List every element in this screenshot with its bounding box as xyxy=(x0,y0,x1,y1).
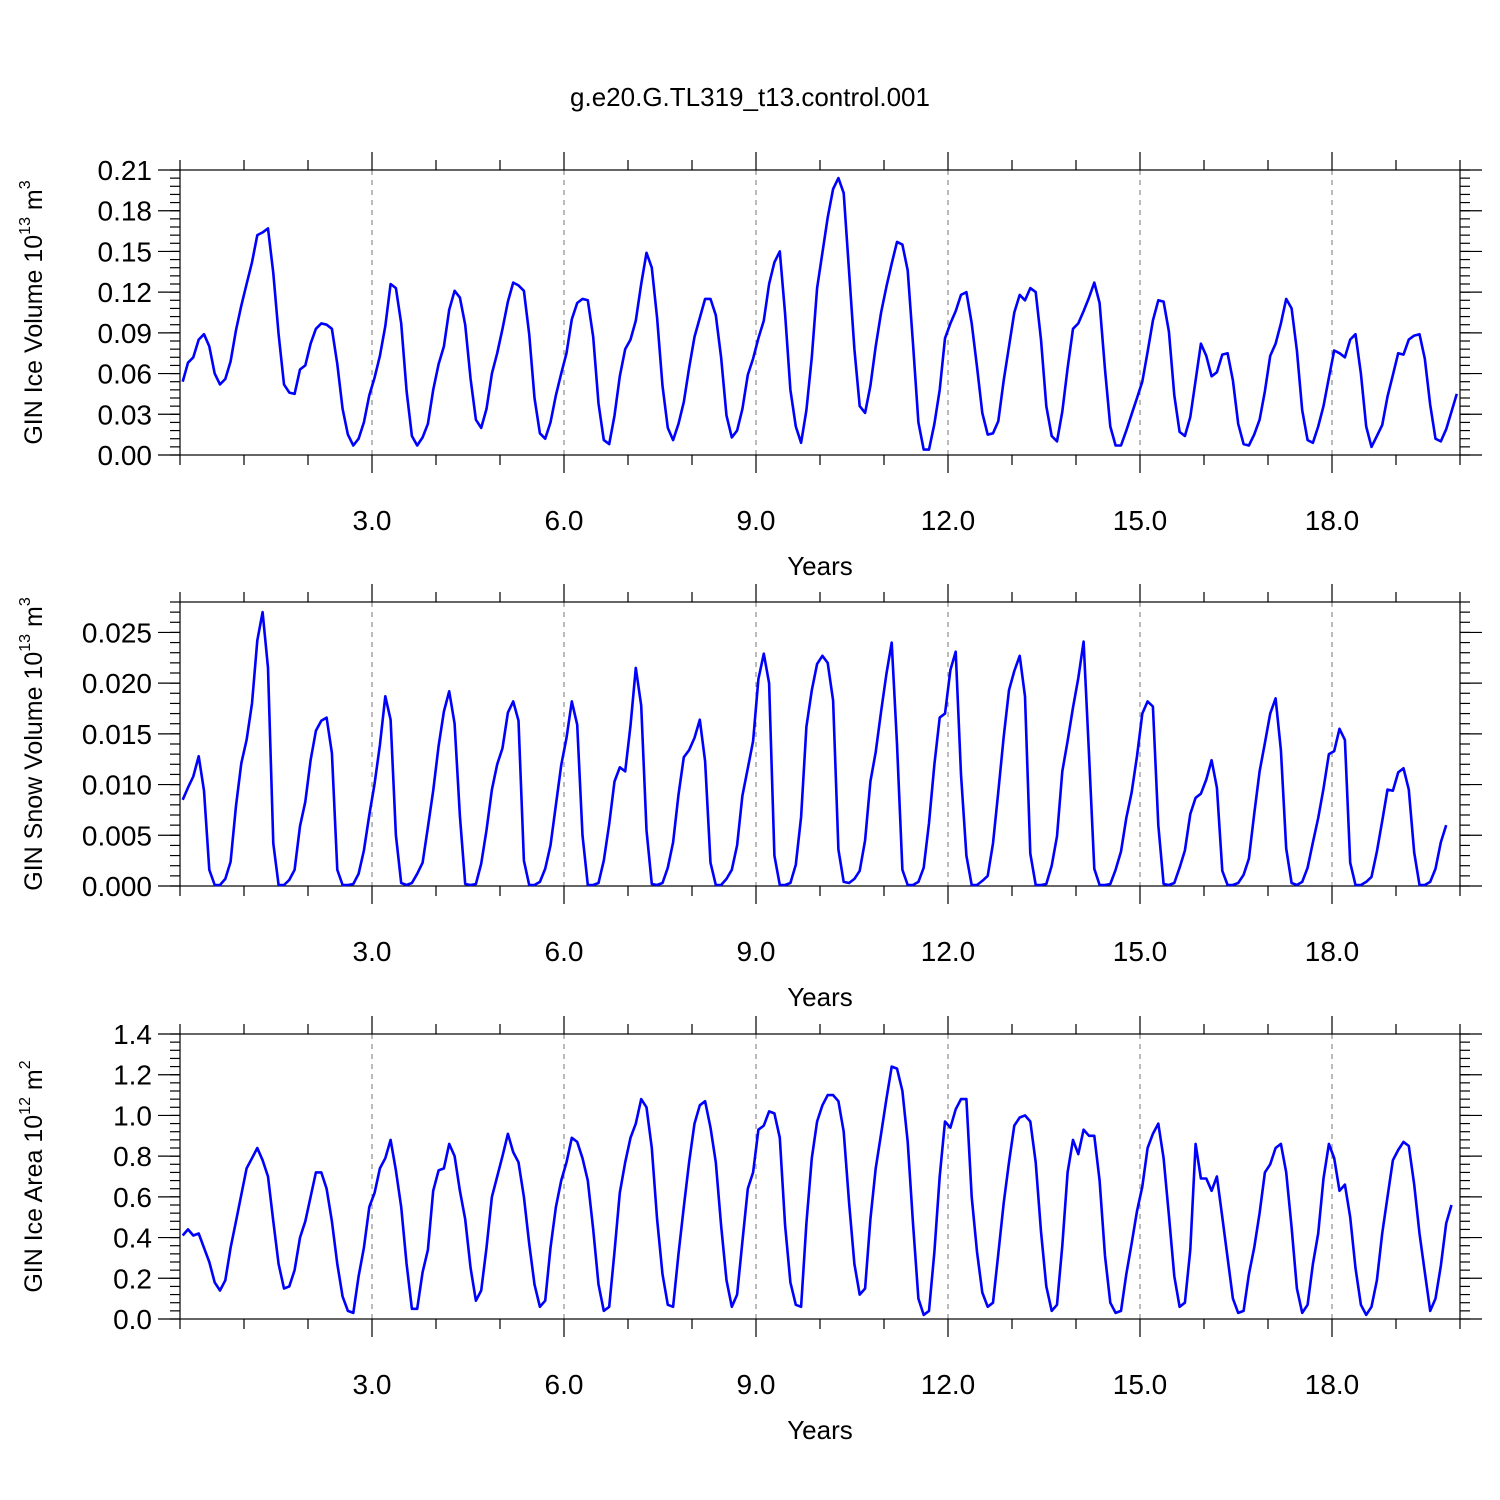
y-tick-label: 0.4 xyxy=(113,1223,152,1254)
y-tick-label: 0.010 xyxy=(82,770,152,801)
y-axis-title-unit-exponent: 2 xyxy=(17,1060,34,1069)
x-tick-label: 9.0 xyxy=(737,936,776,967)
x-tick-label: 6.0 xyxy=(545,1369,584,1400)
x-tick-label: 15.0 xyxy=(1113,505,1168,536)
ice-area-series-line xyxy=(181,1065,1453,1317)
y-tick-label: 1.4 xyxy=(113,1019,152,1050)
y-tick-label: 0.18 xyxy=(98,196,153,227)
y-axis-title-main: GIN Snow Volume 10 xyxy=(20,652,48,891)
y-tick-label: 1.0 xyxy=(113,1100,152,1131)
y-axis-title: GIN Ice Volume 1013 m3 xyxy=(17,180,48,444)
y-tick-label: 1.2 xyxy=(113,1060,152,1091)
x-tick-label: 6.0 xyxy=(545,936,584,967)
ice-area-panel: 3.0 6.0 9.0 12.0 15.0 18.0 Years 0.0 0.2 0.4 0.6 0.… xyxy=(17,1016,1482,1445)
x-tick-label: 15.0 xyxy=(1113,936,1168,967)
y-axis-title-exponent: 13 xyxy=(17,217,34,235)
ice-volume-series-line xyxy=(181,176,1459,451)
y-tick-label: 0.6 xyxy=(113,1182,152,1213)
x-tick-label: 6.0 xyxy=(545,505,584,536)
x-tick-label: 12.0 xyxy=(921,1369,976,1400)
y-tick-label: 0.15 xyxy=(98,236,153,267)
y-tick-label: 0.00 xyxy=(98,440,153,471)
y-axis-title-unit: m xyxy=(20,189,48,217)
x-axis-title: Years xyxy=(787,551,853,581)
chart-title: g.e20.G.TL319_t13.control.001 xyxy=(570,82,930,112)
y-axis-title-main: GIN Ice Volume 10 xyxy=(20,235,48,445)
y-axis-title: GIN Ice Area 1012 m2 xyxy=(17,1060,48,1292)
y-axis-title-exponent: 12 xyxy=(17,1097,34,1115)
y-axis-title-unit: m xyxy=(20,1069,48,1097)
x-tick-label: 3.0 xyxy=(353,936,392,967)
snow-volume-series-line xyxy=(181,610,1448,887)
x-tick-label: 15.0 xyxy=(1113,1369,1168,1400)
y-tick-label: 0.005 xyxy=(82,820,152,851)
y-tick-label: 0.21 xyxy=(98,155,153,186)
y-axis-title-exponent: 13 xyxy=(17,634,34,652)
y-tick-label: 0.12 xyxy=(98,277,153,308)
y-tick-label: 0.09 xyxy=(98,318,153,349)
x-tick-label: 12.0 xyxy=(921,936,976,967)
x-tick-label: 12.0 xyxy=(921,505,976,536)
x-axis-title: Years xyxy=(787,1415,853,1445)
x-tick-label: 18.0 xyxy=(1305,1369,1360,1400)
y-axis-title-main: GIN Ice Area 10 xyxy=(20,1115,48,1293)
y-axis-title-unit-exponent: 3 xyxy=(17,180,34,189)
y-axis-title: GIN Snow Volume 1013 m3 xyxy=(17,597,48,891)
y-tick-label: 0.2 xyxy=(113,1263,152,1294)
x-tick-label: 18.0 xyxy=(1305,505,1360,536)
y-tick-label: 0.025 xyxy=(82,617,152,648)
y-axis-title-unit: m xyxy=(20,606,48,634)
x-tick-label: 3.0 xyxy=(353,1369,392,1400)
ice-volume-panel: 3.0 6.0 9.0 12.0 15.0 18.0 Years 0.00 0.03 0.06 0.… xyxy=(17,152,1482,581)
y-tick-label: 0.015 xyxy=(82,719,152,750)
x-axis-title: Years xyxy=(787,982,853,1012)
x-tick-label: 18.0 xyxy=(1305,936,1360,967)
y-tick-label: 0.020 xyxy=(82,668,152,699)
x-tick-label: 3.0 xyxy=(353,505,392,536)
x-tick-label: 9.0 xyxy=(737,1369,776,1400)
y-tick-label: 0.06 xyxy=(98,359,153,390)
y-axis-title-unit-exponent: 3 xyxy=(17,597,34,606)
y-tick-label: 0.0 xyxy=(113,1304,152,1335)
chart-panels: 3.0 6.0 9.0 12.0 15.0 18.0Years0.000.030.060.… xyxy=(17,152,1482,1445)
x-tick-label: 9.0 xyxy=(737,505,776,536)
snow-volume-panel: 3.0 6.0 9.0 12.0 15.0 18.0 Years 0.000 0.005 0.01… xyxy=(17,584,1482,1012)
y-tick-label: 0.8 xyxy=(113,1141,152,1172)
y-tick-label: 0.000 xyxy=(82,871,152,902)
y-tick-label: 0.03 xyxy=(98,399,153,430)
